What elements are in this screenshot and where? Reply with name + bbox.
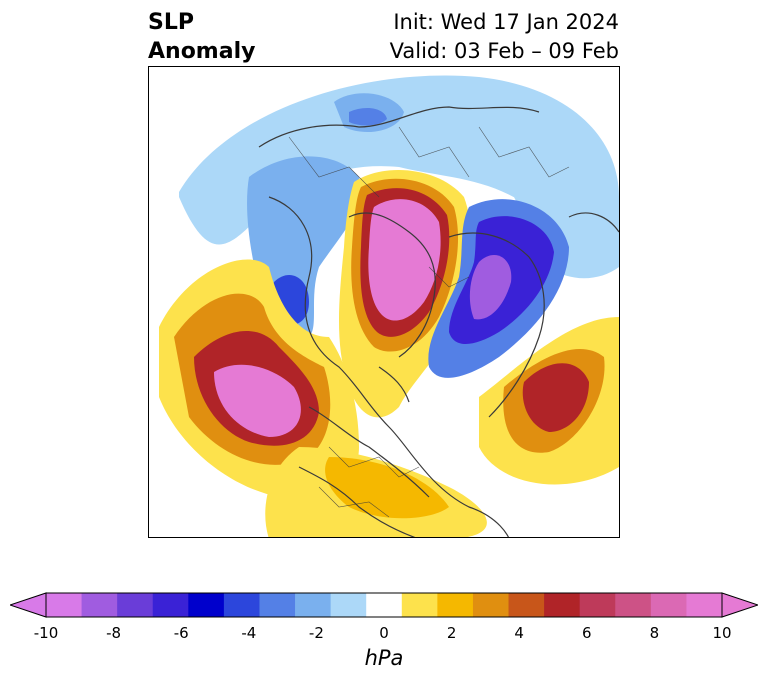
colorbar-segment — [615, 593, 652, 617]
colorbar-segment — [81, 593, 118, 617]
colorbar-tick-label: 10 — [712, 624, 732, 642]
slp-anomaly-map — [148, 66, 620, 538]
colorbar-tick-label: 8 — [649, 624, 660, 642]
colorbar-tick-label: -4 — [241, 624, 257, 642]
map-dates: Init: Wed 17 Jan 2024 Valid: 03 Feb – 09… — [390, 8, 619, 66]
colorbar-segment — [437, 593, 474, 617]
colorbar-segment — [330, 593, 367, 617]
colorbar-segment — [508, 593, 545, 617]
valid-date: Valid: 03 Feb – 09 Feb — [389, 39, 619, 63]
negative-anomaly-eurasia-core — [469, 254, 512, 320]
colorbar-tick-label: 6 — [582, 624, 592, 642]
colorbar-svg — [8, 592, 760, 618]
colorbar-tick-label: 4 — [514, 624, 524, 642]
colorbar-ticks: -10 -8 -6 -4 -2 0 2 4 6 8 10 — [0, 624, 768, 644]
colorbar-segment — [188, 593, 225, 617]
colorbar-tick-label: -6 — [173, 624, 189, 642]
colorbar-tick-label: -2 — [308, 624, 324, 642]
colorbar-segment — [295, 593, 332, 617]
colorbar-segment — [117, 593, 154, 617]
colorbar-segment — [579, 593, 616, 617]
colorbar-segment — [472, 593, 510, 617]
colorbar-segment — [152, 593, 189, 617]
title-variable: SLP — [148, 10, 194, 35]
colorbar-tick-label: 0 — [379, 624, 389, 642]
init-date: Init: Wed 17 Jan 2024 — [393, 10, 619, 34]
positive-anomaly-south-2 — [325, 457, 449, 519]
colorbar-segment — [46, 593, 83, 617]
colorbar — [8, 590, 760, 620]
colorbar-unit: hPa — [364, 646, 404, 670]
negative-anomaly-north-core2 — [349, 107, 387, 126]
colorbar-tick-label: -8 — [106, 624, 122, 642]
positive-anomaly-atlantic-3 — [522, 363, 589, 432]
colorbar-segment — [259, 593, 296, 617]
coastlines — [258, 106, 619, 537]
colorbar-segment — [544, 593, 581, 617]
colorbar-segment — [686, 593, 723, 617]
colorbar-segment — [401, 593, 438, 617]
map-canvas — [159, 75, 619, 537]
colorbar-outline — [45, 592, 723, 618]
map-title: SLP Anomaly — [148, 8, 255, 66]
colorbar-extend-low — [8, 592, 47, 618]
political-borders — [288, 126, 570, 518]
negative-anomaly-east-outer — [509, 169, 619, 279]
colorbar-segment — [223, 593, 260, 617]
colorbar-segment — [366, 593, 403, 617]
negative-anomaly-north-outer — [179, 75, 619, 249]
positive-anomaly-arctic-core — [368, 199, 441, 321]
colorbar-tick-label: -10 — [33, 624, 59, 642]
colorbar-tick-label: 2 — [446, 624, 457, 642]
colorbar-segment — [650, 593, 687, 617]
title-subtitle: Anomaly — [148, 39, 256, 64]
colorbar-extend-high — [721, 592, 760, 618]
positive-anomaly-pacific-core — [214, 364, 301, 437]
